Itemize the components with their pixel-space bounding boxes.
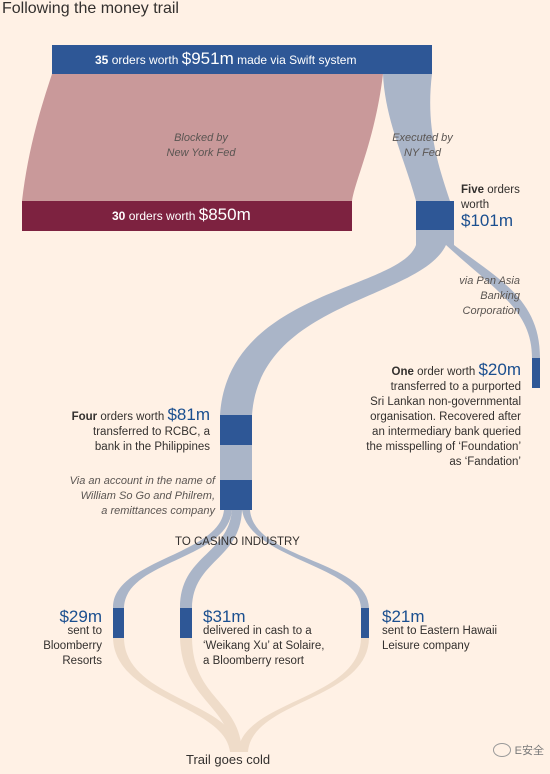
- blocked-label: Blocked by New York Fed: [165, 131, 237, 161]
- four-mid: orders worth: [100, 411, 165, 423]
- blocked-flow: [22, 74, 383, 201]
- executed-flow: [383, 74, 450, 201]
- pan-asia-label: via Pan Asia Banking Corporation: [455, 274, 520, 319]
- via-account-line2: William So Go and Philrem,: [80, 490, 215, 502]
- end3-label: $21m sent to Eastern Hawaii Leisure comp…: [382, 607, 498, 654]
- via-account-label: Via an account in the name of William So…: [55, 474, 215, 519]
- end2-amount: $31m: [203, 607, 246, 626]
- five-amount: $101m: [461, 211, 513, 230]
- four-count: Four: [71, 411, 98, 423]
- trail-cold-label: Trail goes cold: [186, 752, 271, 767]
- blocked-bar-mid: orders worth: [128, 209, 196, 223]
- top-bar-amount: $951m: [181, 49, 234, 68]
- one-mid: order worth: [417, 366, 476, 378]
- flow-to-29m: [112, 510, 232, 608]
- four-bar: [220, 415, 252, 445]
- via-account-bar: [220, 480, 252, 510]
- top-bar-suffix: made via Swift system: [237, 53, 357, 67]
- end2-bar: [180, 608, 192, 638]
- executed-label: Executed by NY Fed: [390, 131, 455, 161]
- pan-asia-flow: [446, 245, 540, 358]
- cold-trail-1: [113, 638, 240, 752]
- top-bar-mid: orders worth: [111, 53, 179, 67]
- blocked-bar: [22, 201, 352, 231]
- end1-label: $29m sent to Bloomberry Resorts: [38, 607, 102, 669]
- cold-trail-2: [180, 638, 242, 752]
- via-account-line3: a remittances company: [101, 505, 215, 517]
- blocked-line1: Blocked by: [174, 132, 228, 144]
- one-line1: transferred to a purported: [390, 381, 521, 393]
- end1-line1: sent to: [67, 625, 102, 637]
- executed-line1: Executed by: [392, 132, 453, 144]
- end3-amount: $21m: [382, 607, 425, 626]
- one-line2: Sri Lankan non-governmental: [370, 396, 521, 408]
- end2-line2: ‘Weikang Xu’ at Solaire,: [203, 640, 325, 652]
- five-label: Five orders worth $101m: [461, 183, 520, 230]
- chart-title: Following the money trail: [2, 0, 179, 17]
- top-bar-label: 35 orders worth $951m made via Swift sys…: [95, 49, 356, 69]
- one-line3: organisation. Recovered after: [370, 411, 521, 423]
- watermark-text: E安全: [514, 745, 544, 757]
- end1-line3: Resorts: [62, 655, 102, 667]
- end2-line1: delivered in cash to a: [203, 625, 312, 637]
- one-label: One order worth $20m transferred to a pu…: [356, 360, 521, 470]
- end1-line2: Bloomberry: [43, 640, 102, 652]
- four-line2: bank in the Philippines: [94, 441, 210, 453]
- casino-label: TO CASINO INDUSTRY: [175, 536, 300, 548]
- five-stem-flow: [416, 230, 454, 245]
- pan-asia-line3: Corporation: [462, 305, 520, 317]
- end2-label: $31m delivered in cash to a ‘Weikang Xu’…: [203, 607, 325, 669]
- one-amount: $20m: [478, 360, 521, 379]
- one-line5: the misspelling of ‘Foundation’: [366, 441, 521, 453]
- top-bar-count: 35: [95, 53, 109, 67]
- flow-to-21m: [242, 510, 369, 608]
- flow-to-31m: [180, 510, 242, 608]
- four-label: Four orders worth $81m transferred to RC…: [55, 405, 210, 455]
- five-count: Five: [461, 184, 485, 196]
- via-account-line1: Via an account in the name of: [69, 475, 215, 487]
- blocked-bar-label: 30 orders worth $850m: [112, 205, 251, 225]
- one-line4: an intermediary bank queried: [372, 426, 521, 438]
- executed-line2: NY Fed: [403, 147, 442, 159]
- end2-line3: a Bloomberry resort: [203, 655, 304, 667]
- five-bar: [416, 201, 454, 230]
- one-line6: as ‘Fandation’: [449, 456, 521, 468]
- end3-bar: [361, 608, 369, 638]
- one-count: One: [391, 366, 414, 378]
- end3-line1: sent to Eastern Hawaii: [382, 625, 498, 637]
- blocked-bar-amount: $850m: [198, 205, 251, 224]
- four-amount: $81m: [167, 405, 210, 424]
- top-bar: [52, 45, 432, 74]
- rcbc-flow: [220, 245, 446, 415]
- pan-asia-line2: Banking: [480, 290, 520, 302]
- blocked-bar-count: 30: [112, 209, 126, 223]
- four-line1: transferred to RCBC, a: [93, 426, 210, 438]
- end1-amount: $29m: [59, 607, 102, 626]
- rcbc-stem: [220, 445, 252, 480]
- wechat-icon: [492, 743, 511, 757]
- end3-line2: Leisure company: [382, 640, 470, 652]
- pan-asia-line1: via Pan Asia: [459, 275, 520, 287]
- end1-bar: [113, 608, 124, 638]
- five-line2: worth: [461, 199, 490, 211]
- watermark: E安全: [492, 742, 544, 758]
- five-line1: orders: [487, 184, 520, 196]
- blocked-line2: New York Fed: [166, 147, 236, 159]
- one-bar: [532, 358, 540, 388]
